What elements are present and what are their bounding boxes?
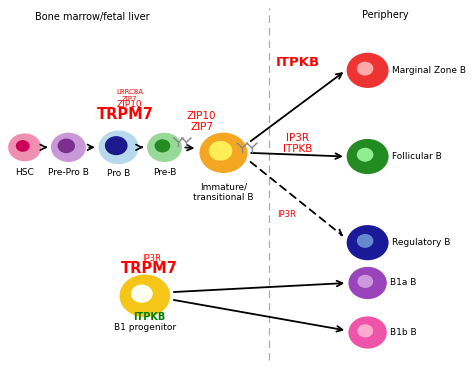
Text: Regulatory B: Regulatory B bbox=[392, 238, 450, 247]
Text: ITPKB: ITPKB bbox=[276, 56, 320, 70]
Circle shape bbox=[209, 141, 232, 161]
Text: B1a B: B1a B bbox=[390, 279, 417, 287]
Circle shape bbox=[346, 225, 389, 260]
Circle shape bbox=[155, 139, 170, 152]
Text: Immature/
transitional B: Immature/ transitional B bbox=[193, 182, 254, 202]
Text: IP3R
ITPKB: IP3R ITPKB bbox=[283, 133, 312, 154]
Circle shape bbox=[346, 139, 389, 174]
Circle shape bbox=[346, 53, 389, 88]
Text: B1 progenitor: B1 progenitor bbox=[114, 323, 176, 332]
Text: LRRC8A
ZIP7: LRRC8A ZIP7 bbox=[116, 89, 143, 102]
Text: Pre-Pro B: Pre-Pro B bbox=[48, 167, 89, 177]
Text: Periphery: Periphery bbox=[362, 10, 409, 20]
Circle shape bbox=[119, 275, 170, 317]
Circle shape bbox=[348, 267, 387, 299]
Text: ZIP10: ZIP10 bbox=[117, 100, 142, 109]
Circle shape bbox=[57, 138, 75, 153]
Text: Marginal Zone B: Marginal Zone B bbox=[392, 66, 466, 75]
Text: B1b B: B1b B bbox=[390, 328, 417, 337]
Text: IP3R: IP3R bbox=[142, 254, 161, 263]
Text: Follicular B: Follicular B bbox=[392, 152, 442, 161]
Text: Bone marrow/fetal liver: Bone marrow/fetal liver bbox=[35, 12, 150, 22]
Text: Pre-B: Pre-B bbox=[153, 167, 176, 177]
Text: HSC: HSC bbox=[15, 167, 34, 177]
Circle shape bbox=[357, 275, 373, 288]
Circle shape bbox=[348, 316, 387, 348]
Circle shape bbox=[200, 133, 247, 173]
Circle shape bbox=[357, 148, 374, 162]
Circle shape bbox=[357, 234, 374, 248]
Circle shape bbox=[105, 136, 128, 155]
Text: TRPM7: TRPM7 bbox=[121, 261, 178, 276]
Text: ITPKB: ITPKB bbox=[133, 312, 165, 322]
Circle shape bbox=[99, 131, 139, 164]
Circle shape bbox=[16, 140, 30, 152]
Circle shape bbox=[131, 284, 153, 303]
Circle shape bbox=[147, 133, 182, 162]
Text: ZIP10
ZIP7: ZIP10 ZIP7 bbox=[187, 111, 216, 132]
Text: Pro B: Pro B bbox=[107, 169, 130, 178]
Circle shape bbox=[357, 61, 374, 75]
Text: IP3R: IP3R bbox=[277, 210, 296, 219]
Circle shape bbox=[51, 133, 86, 162]
Circle shape bbox=[357, 324, 373, 337]
Circle shape bbox=[8, 134, 41, 161]
Text: TRPM7: TRPM7 bbox=[97, 107, 154, 122]
